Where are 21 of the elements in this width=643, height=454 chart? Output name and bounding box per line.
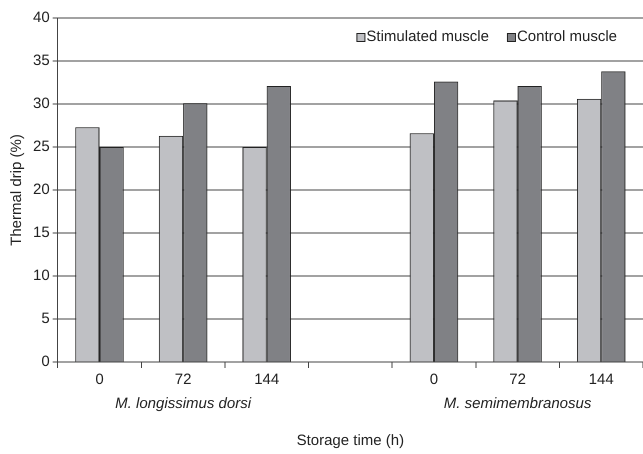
y-tick-label: 25 [32, 138, 50, 156]
y-tick-label: 10 [32, 267, 50, 284]
text: M. semimembranosus [444, 395, 592, 412]
legend-label: Control muscle [516, 28, 618, 46]
y-axis-title: Thermal drip (%) [8, 134, 26, 246]
x-axis-title: Storage time (h) [296, 432, 404, 450]
x-tick-label: 0 [430, 371, 438, 388]
y-tick-label: 40 [32, 9, 50, 26]
y-tick-label: 0 [41, 353, 50, 370]
text: M. longissimus dorsi [115, 395, 252, 412]
x-tick-label: 144 [588, 371, 614, 388]
x-tick-label: 0 [95, 371, 104, 388]
x-tick-label: 144 [254, 371, 280, 388]
x-tick-label: 72 [174, 371, 192, 388]
y-tick-label: 5 [41, 310, 50, 328]
y-tick-label: 30 [32, 95, 50, 112]
legend-label: Stimulated muscle [366, 28, 489, 46]
y-tick-label: 20 [32, 181, 50, 198]
x-tick-label: 72 [509, 371, 526, 388]
y-tick-label: 35 [32, 52, 50, 70]
y-tick-label: 15 [32, 224, 50, 242]
